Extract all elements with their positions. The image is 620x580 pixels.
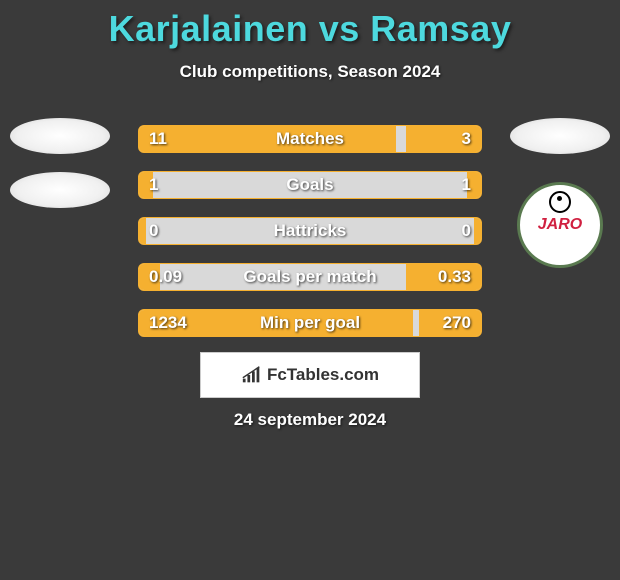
stat-label: Hattricks [139, 221, 481, 241]
stat-row-hattricks: 0 Hattricks 0 [138, 217, 482, 245]
stat-row-goals-per-match: 0.09 Goals per match 0.33 [138, 263, 482, 291]
player2-club-logo: JARO [517, 182, 603, 268]
stat-label: Matches [139, 129, 481, 149]
player2-badge-1 [510, 118, 610, 154]
stat-right-value: 0 [462, 221, 471, 241]
left-player-badges [10, 118, 110, 226]
player1-badge-1 [10, 118, 110, 154]
stat-row-min-per-goal: 1234 Min per goal 270 [138, 309, 482, 337]
stat-right-value: 3 [462, 129, 471, 149]
stats-container: 11 Matches 3 1 Goals 1 0 Hattricks 0 0.0… [138, 125, 482, 355]
subtitle: Club competitions, Season 2024 [0, 62, 620, 82]
page-title: Karjalainen vs Ramsay [0, 0, 620, 50]
attribution-box: FcTables.com [200, 352, 420, 398]
right-player-badges: JARO [510, 118, 610, 268]
stat-label: Min per goal [139, 313, 481, 333]
club-logo-text: JARO [538, 216, 582, 234]
bar-chart-icon [241, 365, 263, 385]
stat-row-goals: 1 Goals 1 [138, 171, 482, 199]
stat-right-value: 270 [443, 313, 471, 333]
player1-badge-2 [10, 172, 110, 208]
date-text: 24 september 2024 [0, 410, 620, 430]
stat-label: Goals per match [139, 267, 481, 287]
soccer-ball-icon [549, 191, 571, 213]
attribution-text: FcTables.com [267, 365, 379, 385]
stat-row-matches: 11 Matches 3 [138, 125, 482, 153]
stat-right-value: 1 [462, 175, 471, 195]
stat-right-value: 0.33 [438, 267, 471, 287]
stat-label: Goals [139, 175, 481, 195]
